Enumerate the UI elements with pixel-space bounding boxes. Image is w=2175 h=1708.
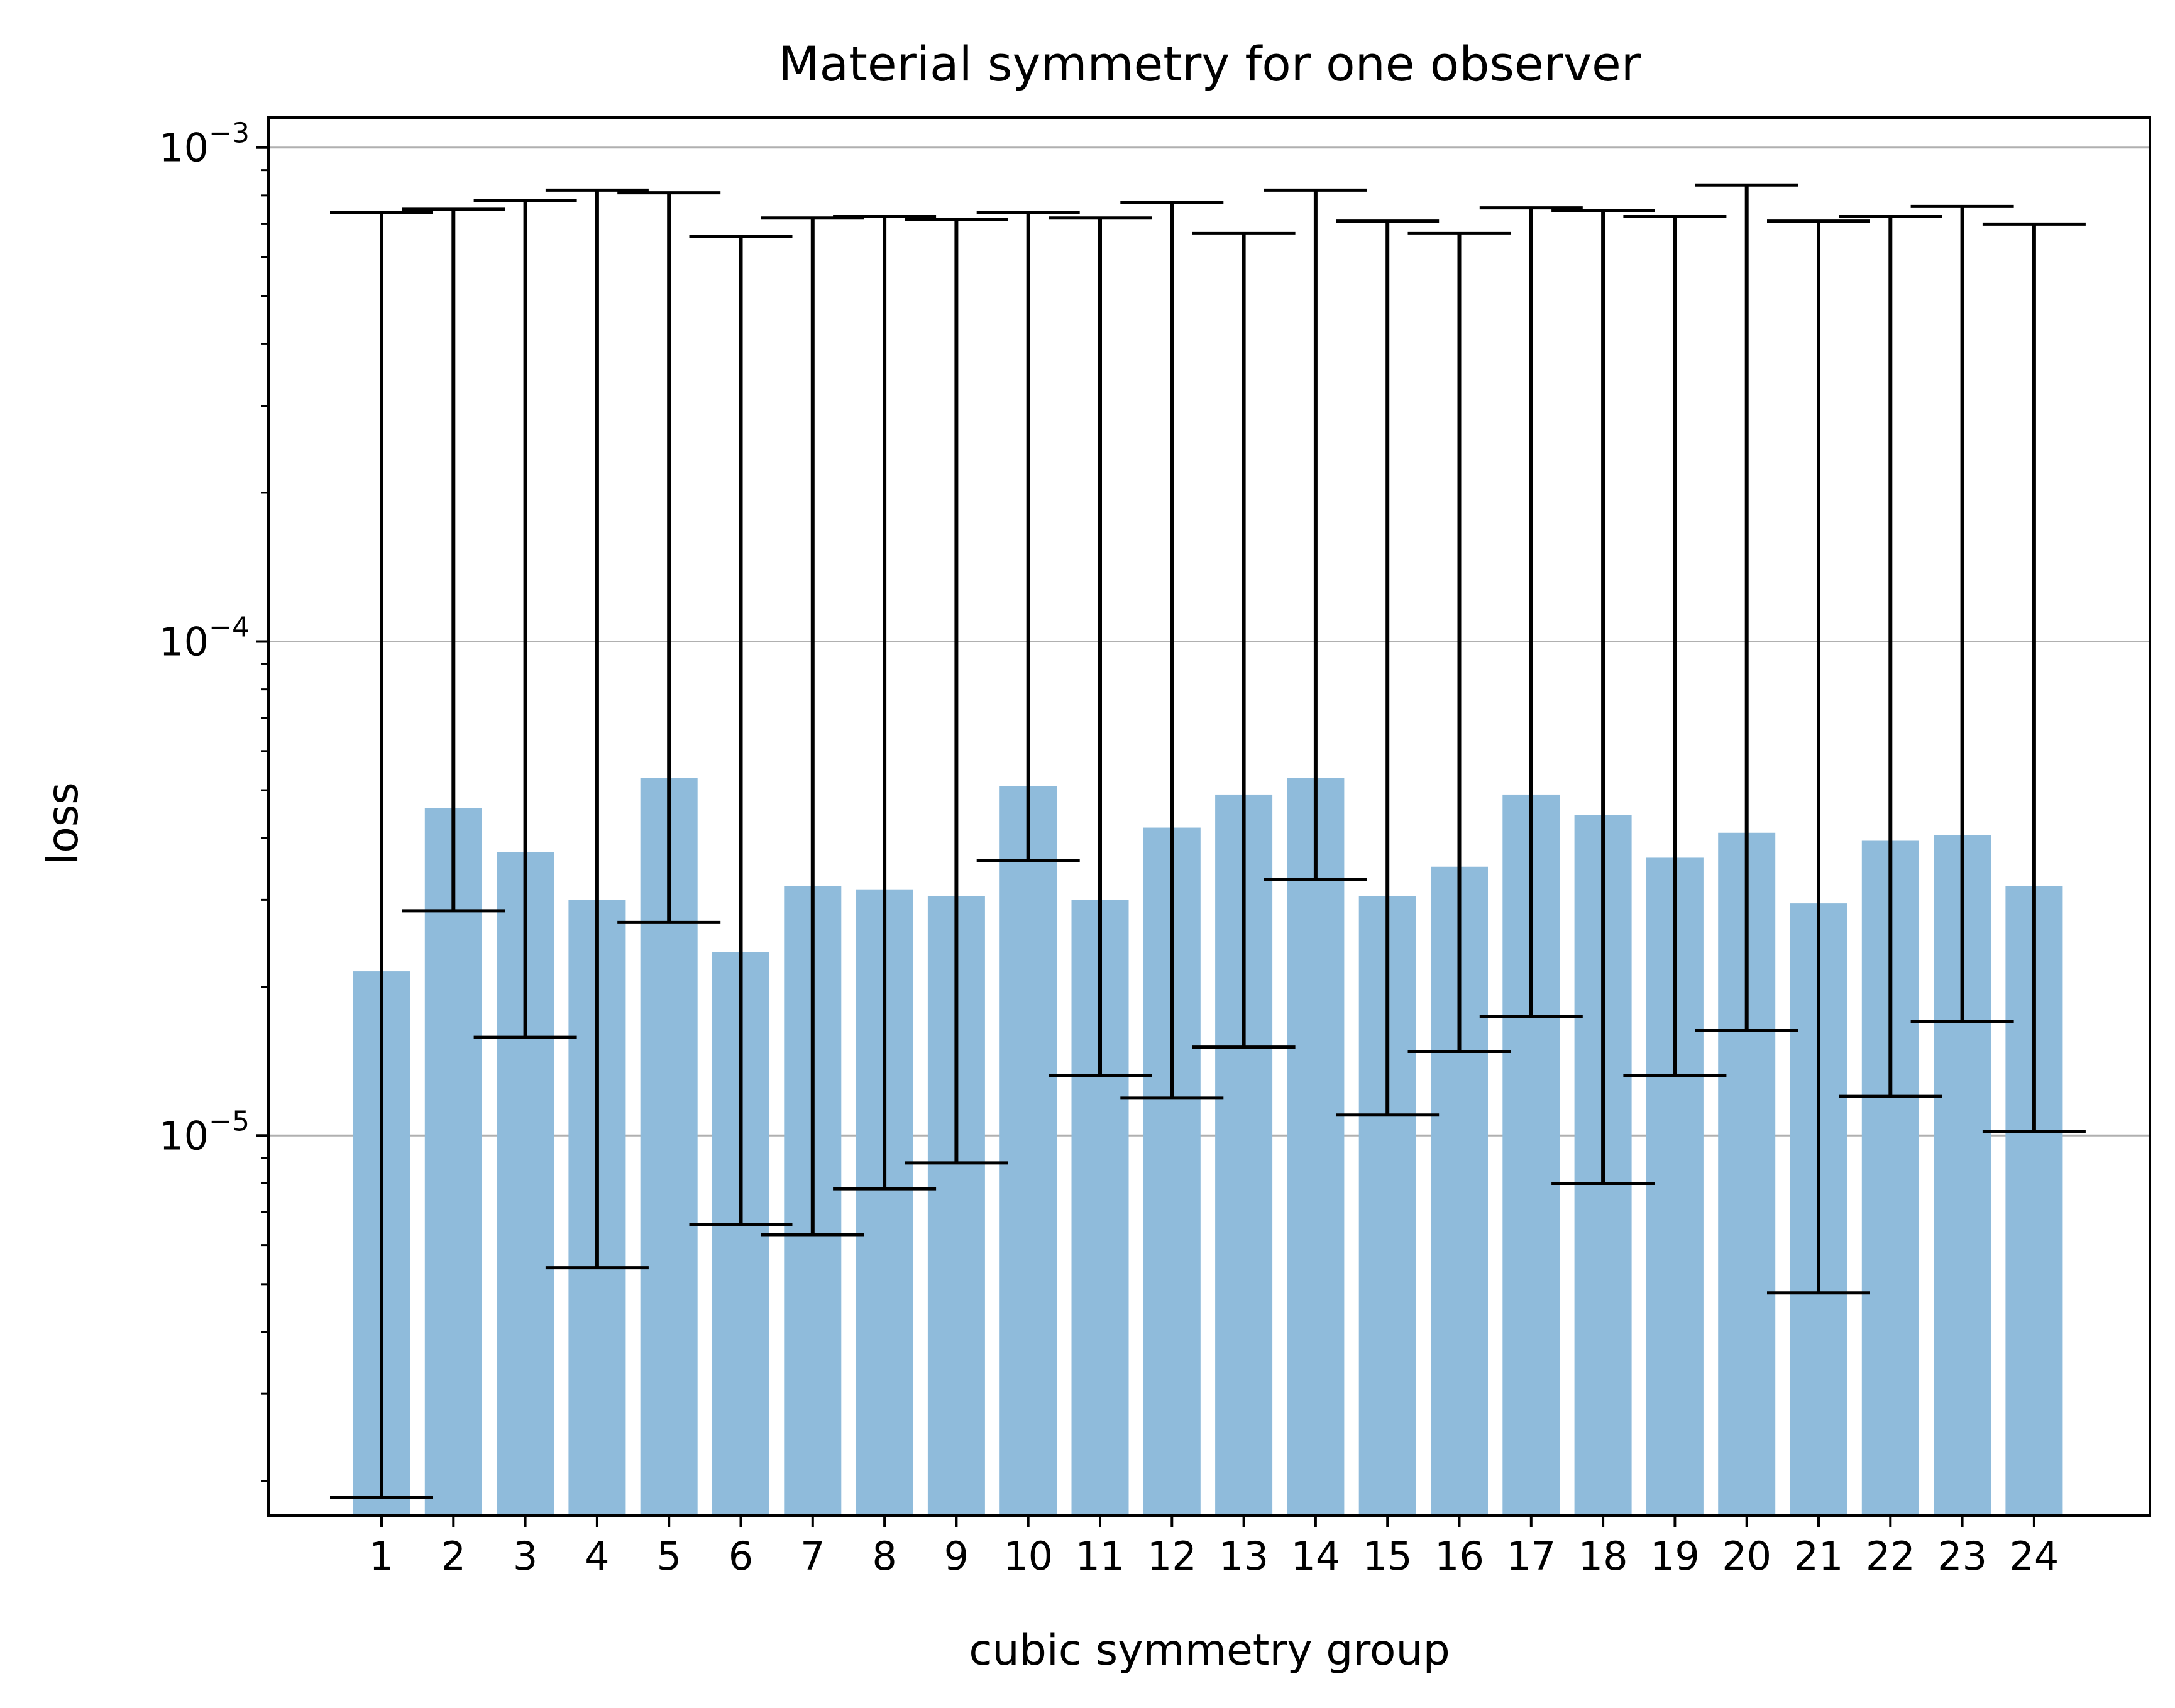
x-tick-label-15: 15: [1363, 1533, 1412, 1579]
x-tick-label-17: 17: [1506, 1533, 1556, 1579]
x-tick-label-1: 1: [369, 1533, 394, 1579]
x-tick-label-18: 18: [1578, 1533, 1628, 1579]
bar-2: [424, 808, 482, 1516]
x-tick-label-10: 10: [1003, 1533, 1053, 1579]
y-tick-base: 10: [159, 619, 209, 664]
x-tick-label-8: 8: [872, 1533, 896, 1579]
x-tick-label-20: 20: [1722, 1533, 1771, 1579]
x-tick-label-16: 16: [1434, 1533, 1484, 1579]
x-tick-label-6: 6: [729, 1533, 753, 1579]
x-tick-label-9: 9: [944, 1533, 969, 1579]
x-ticks: 1 2 3 4 5 6 7 8 9 10 11 12 13 14 15 16 17 18 19 20 21 22 23 24: [369, 1516, 2059, 1579]
plot-frame: [267, 116, 2151, 1517]
x-tick-label-11: 11: [1076, 1533, 1125, 1579]
x-tick-label-14: 14: [1291, 1533, 1340, 1579]
y-tick-base: 10: [159, 125, 209, 171]
x-tick-label-23: 23: [1937, 1533, 1987, 1579]
y-tick-label-0: 10−5: [159, 1105, 250, 1159]
y-ticks: 10−510−410−3: [159, 118, 268, 1482]
x-axis-label: cubic symmetry group: [969, 1626, 1450, 1675]
bar-10: [999, 786, 1057, 1516]
y-tick-label-1: 10−4: [159, 611, 250, 664]
x-tick-label-4: 4: [585, 1533, 609, 1579]
x-tick-label-12: 12: [1147, 1533, 1197, 1579]
x-tick-label-22: 22: [1866, 1533, 1915, 1579]
y-tick-label-2: 10−3: [159, 118, 250, 171]
x-tick-label-13: 13: [1219, 1533, 1269, 1579]
x-tick-label-5: 5: [656, 1533, 681, 1579]
y-axis-label: loss: [38, 782, 88, 864]
chart-title: Material symmetry for one observer: [778, 36, 1641, 92]
y-tick-exponent: −5: [209, 1105, 250, 1137]
x-tick-label-3: 3: [513, 1533, 537, 1579]
x-tick-label-2: 2: [441, 1533, 466, 1579]
x-tick-label-21: 21: [1794, 1533, 1844, 1579]
error-bars: [330, 183, 2086, 1499]
y-tick-base: 10: [159, 1113, 209, 1159]
x-tick-label-7: 7: [800, 1533, 825, 1579]
bar-14: [1287, 778, 1345, 1516]
y-tick-exponent: −4: [209, 611, 250, 643]
bars: [353, 778, 2063, 1516]
x-tick-label-19: 19: [1650, 1533, 1700, 1579]
x-tick-label-24: 24: [2009, 1533, 2059, 1579]
axes: [267, 116, 2151, 1517]
y-tick-exponent: −3: [209, 118, 250, 150]
